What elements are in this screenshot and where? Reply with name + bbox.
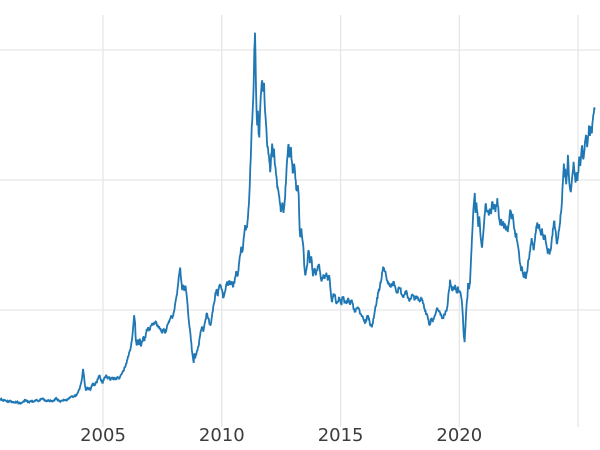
x-tick-label-2015: 2015 xyxy=(317,425,364,446)
x-axis-tick-marks xyxy=(102,420,579,427)
x-tick-label-2020: 2020 xyxy=(436,425,483,446)
horizontal-gridlines xyxy=(0,49,600,311)
x-tick-label-2005: 2005 xyxy=(80,425,126,446)
price-line-series xyxy=(0,32,596,405)
x-tick-label-2010: 2010 xyxy=(198,425,245,446)
vertical-gridlines xyxy=(102,15,579,420)
